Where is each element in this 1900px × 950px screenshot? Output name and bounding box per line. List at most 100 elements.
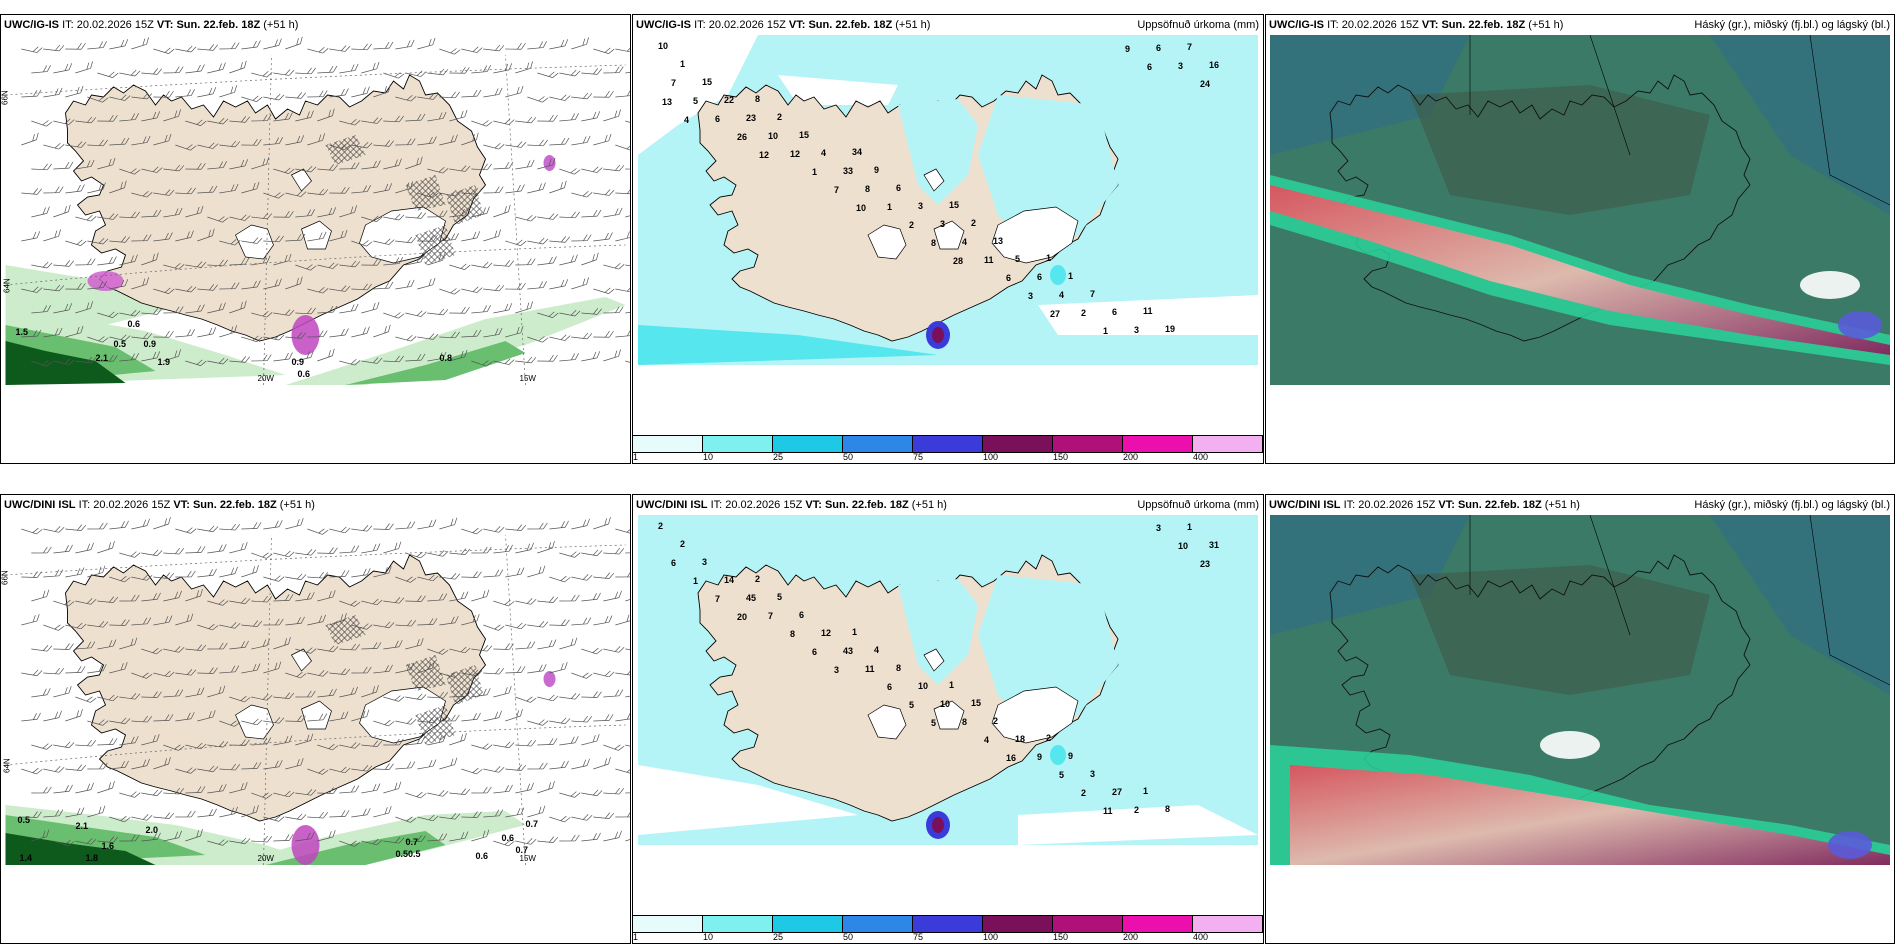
precip-value-label: 3 [1090,769,1095,779]
valid-time: Sun. 22.feb. 18Z [824,499,909,511]
precip-value-label: 34 [852,147,862,157]
precip-value-label: 15 [799,130,809,140]
colorbar-swatch [633,916,703,932]
model-name: UWC/IG-IS [636,19,691,31]
colorbar-swatch [1193,916,1263,932]
vt-label: VT: [1438,499,1455,511]
precip-value-label: 22 [724,95,734,105]
lead-time: (+51 h) [911,499,947,511]
cloud-map [1270,515,1891,865]
lat-label-66: 66N [1,90,10,105]
lon-label-15: 15W [520,854,537,863]
issue-time: 20.02.2026 15Z [1341,19,1419,31]
precip-value-label: 10 [918,681,928,691]
precip-value-label: 3 [1156,523,1161,533]
precip-value-label: 45 [746,593,756,603]
forecast-panel-p2: UWC/IG-IS IT: 20.02.2026 15Z VT: Sun. 22… [632,14,1264,464]
forecast-panel-p5: UWC/DINI ISL IT: 20.02.2026 15Z VT: Sun.… [632,494,1264,944]
forecast-panel-p3: UWC/IG-IS IT: 20.02.2026 15Z VT: Sun. 22… [1265,14,1895,464]
precip-value-label: 23 [746,113,756,123]
wind-value-label: 2.0 [146,825,159,835]
precip-value-label: 13 [662,97,672,107]
precip-value-label: 3 [834,665,839,675]
precip-value-label: 8 [962,717,967,727]
precip-value-label: 15 [702,77,712,87]
issue-time: 20.02.2026 15Z [725,499,803,511]
it-label: IT: [1327,19,1339,31]
issue-time: 20.02.2026 15Z [708,19,786,31]
panel-title: Uppsöfnuð úrkoma (mm) [1137,499,1259,511]
precip-value-label: 6 [1006,273,1011,283]
precip-value-label: 6 [799,610,804,620]
precip-value-label: 27 [1112,787,1122,797]
it-label: IT: [710,499,723,511]
precip-value-label: 4 [821,148,826,158]
precip-value-label: 2 [777,112,782,122]
colorbar-tick: 10 [702,452,713,462]
it-label: IT: [694,19,706,31]
colorbar-tick: 1 [633,932,639,942]
panel-header: UWC/DINI ISL IT: 20.02.2026 15Z VT: Sun.… [1,495,630,515]
precip-value-label: 1 [680,59,685,69]
colorbar-tick: 100 [983,452,999,462]
precip-value-label: 3 [940,219,945,229]
precip-value-label: 2 [909,220,914,230]
precip-value-label: 33 [843,166,853,176]
precip-value-label: 31 [1209,540,1219,550]
precip-value-label: 7 [834,185,839,195]
precip-value-label: 15 [949,200,959,210]
wind-value-label: 0.7 [516,845,529,855]
precip-value-label: 6 [1037,272,1042,282]
lat-label-64: 64N [3,278,12,293]
precip-value-label: 14 [724,575,734,585]
colorbar-swatch [773,436,843,452]
forecast-panel-p4: UWC/DINI ISL IT: 20.02.2026 15Z VT: Sun.… [0,494,631,944]
precip-value-label: 1 [852,627,857,637]
model-name: UWC/IG-IS [1269,19,1324,31]
colorbar-tick: 50 [842,932,853,942]
wind-value-label: 1.6 [102,841,115,851]
precip-value-label: 12 [821,628,831,638]
precip-value-label: 4 [1059,290,1064,300]
panel-title: Háský (gr.), miðský (fj.bl.) og lágský (… [1694,499,1890,511]
precip-value-label: 7 [671,78,676,88]
wind-map: 0.52.1 2.01.61.81.40.60.70.60.50.50.70.7 … [1,515,630,865]
panel-header: UWC/DINI ISL IT: 20.02.2026 15Z VT: Sun.… [633,495,1263,515]
precip-value-label: 1 [1068,271,1073,281]
precip-value-label: 6 [715,114,720,124]
colorbar-tick: 400 [1193,452,1209,462]
precip-colorbar: 1 10 25 50 75 100 150 200 400 [633,915,1263,943]
precip-value-label: 8 [865,184,870,194]
lon-label-20: 20W [258,374,275,383]
precip-value-label: 1 [812,167,817,177]
precip-value-label: 5 [909,700,914,710]
model-name: UWC/DINI ISL [4,499,76,511]
colorbar-tick: 150 [1053,452,1069,462]
vt-label: VT: [156,19,174,31]
precip-value-label: 24 [1200,79,1210,89]
model-name: UWC/IG-IS [4,19,59,31]
precip-value-label: 1 [1143,786,1148,796]
colorbar-tick: 200 [1123,452,1139,462]
wind-value-label: 1.5 [16,327,29,337]
precip-value-label: 15 [971,698,981,708]
precip-value-label: 1 [1103,326,1108,336]
precip-value-label: 8 [1165,804,1170,814]
precip-value-label: 12 [790,149,800,159]
colorbar-swatch [1123,916,1193,932]
colorbar-swatch [1193,436,1263,452]
precip-value-label: 2 [993,716,998,726]
colorbar-tick: 25 [772,932,783,942]
colorbar-swatch [983,916,1053,932]
precip-value-label: 9 [1068,751,1073,761]
wind-value-label: 0.7 [526,819,539,829]
it-label: IT: [62,19,74,31]
cloud-map [1270,35,1891,385]
precip-value-label: 7 [1187,42,1192,52]
precip-value-label: 1 [1187,522,1192,532]
wind-value-label: 0.5 [114,339,127,349]
wind-value-label: 0.9 [292,357,305,367]
precip-value-label: 10 [658,41,668,51]
wind-value-label: 0.50.5 [396,849,421,859]
precip-value-label: 6 [1147,62,1152,72]
